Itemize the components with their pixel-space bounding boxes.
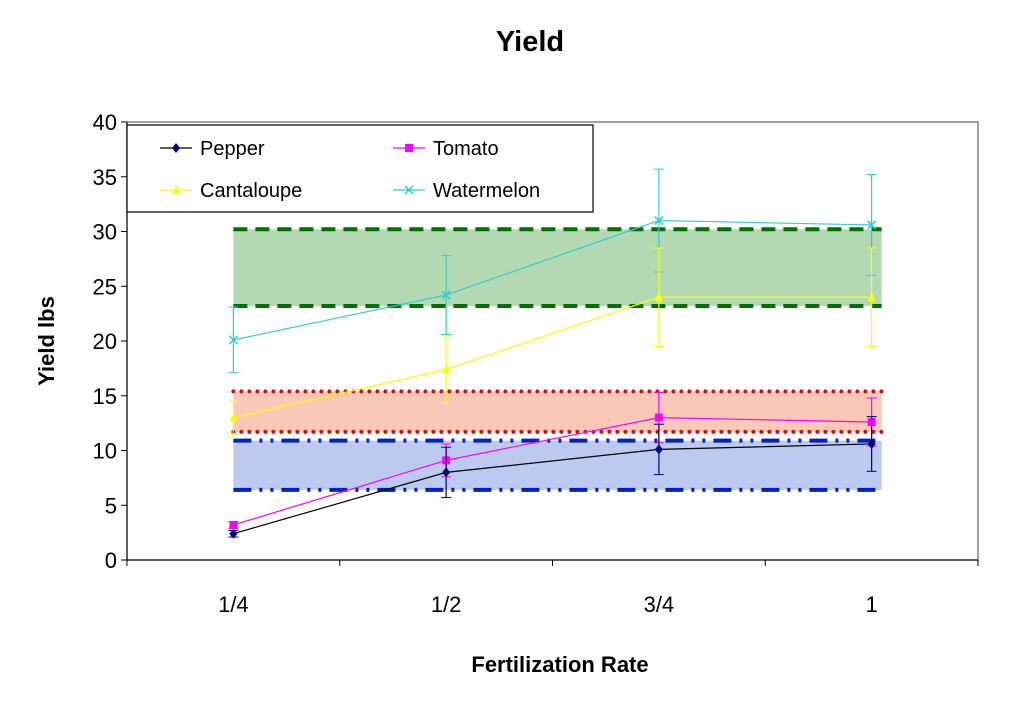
y-axis-label: Yield lbs	[34, 296, 59, 386]
y-tick-label: 35	[93, 165, 117, 190]
y-tick-label: 5	[105, 493, 117, 518]
y-tick-label: 20	[93, 329, 117, 354]
data-point-diamond	[172, 143, 180, 153]
series-line	[233, 219, 872, 341]
series-line	[233, 443, 872, 535]
data-point-x	[654, 216, 664, 226]
marker-stroke	[441, 290, 451, 300]
legend-label: Cantaloupe	[200, 180, 302, 202]
legend-label: Watermelon	[433, 180, 540, 202]
data-point-square	[229, 520, 238, 529]
marker-stroke	[654, 216, 664, 226]
data-point-triangle	[172, 185, 180, 194]
data-point-square	[405, 144, 413, 152]
x-axis-label: Fertilization Rate	[471, 652, 648, 677]
x-tick-label: 1/2	[431, 592, 462, 617]
data-point-diamond	[867, 438, 876, 449]
marker-stroke	[228, 335, 238, 345]
data-point-diamond	[654, 444, 663, 455]
series-line	[233, 296, 872, 419]
data-point-x	[404, 185, 414, 195]
data-point-x	[867, 220, 877, 230]
y-tick-label: 0	[105, 548, 117, 573]
y-tick-label: 15	[93, 384, 117, 409]
series-pepper	[228, 416, 877, 539]
marker-stroke	[867, 220, 877, 230]
legend-label: Pepper	[200, 138, 265, 160]
x-tick-label: 1	[866, 592, 878, 617]
chart-title: Yield	[496, 26, 564, 58]
data-point-triangle	[229, 412, 238, 422]
legend-box	[126, 124, 594, 213]
marker-stroke	[404, 185, 414, 195]
y-tick-label: 25	[93, 274, 117, 299]
legend-item-pepper: Pepper	[160, 138, 265, 160]
target-band	[233, 229, 882, 306]
data-point-x	[441, 290, 451, 300]
legend: Pepper Tomato Cantaloupe Watermelon	[126, 124, 594, 213]
data-point-diamond	[229, 528, 238, 539]
x-tick-label: 3/4	[644, 592, 675, 617]
y-tick-label: 40	[93, 110, 117, 135]
data-point-triangle	[867, 292, 876, 302]
data-point-triangle	[442, 364, 451, 374]
legend-item-cantaloupe: Cantaloupe	[160, 180, 302, 202]
data-point-square	[654, 413, 663, 422]
data-point-diamond	[442, 467, 451, 478]
legend-item-tomato: Tomato	[393, 138, 499, 160]
legend-label: Tomato	[433, 138, 499, 160]
series-cantaloupe	[228, 247, 877, 435]
target-band	[233, 440, 882, 490]
target-band	[233, 391, 882, 432]
y-tick-label: 30	[93, 220, 117, 245]
series-line	[233, 417, 872, 526]
data-point-x	[228, 335, 238, 345]
data-point-triangle	[654, 292, 663, 302]
x-tick-label: 1/4	[218, 592, 249, 617]
legend-item-watermelon: Watermelon	[393, 180, 540, 202]
y-tick-label: 10	[93, 439, 117, 464]
